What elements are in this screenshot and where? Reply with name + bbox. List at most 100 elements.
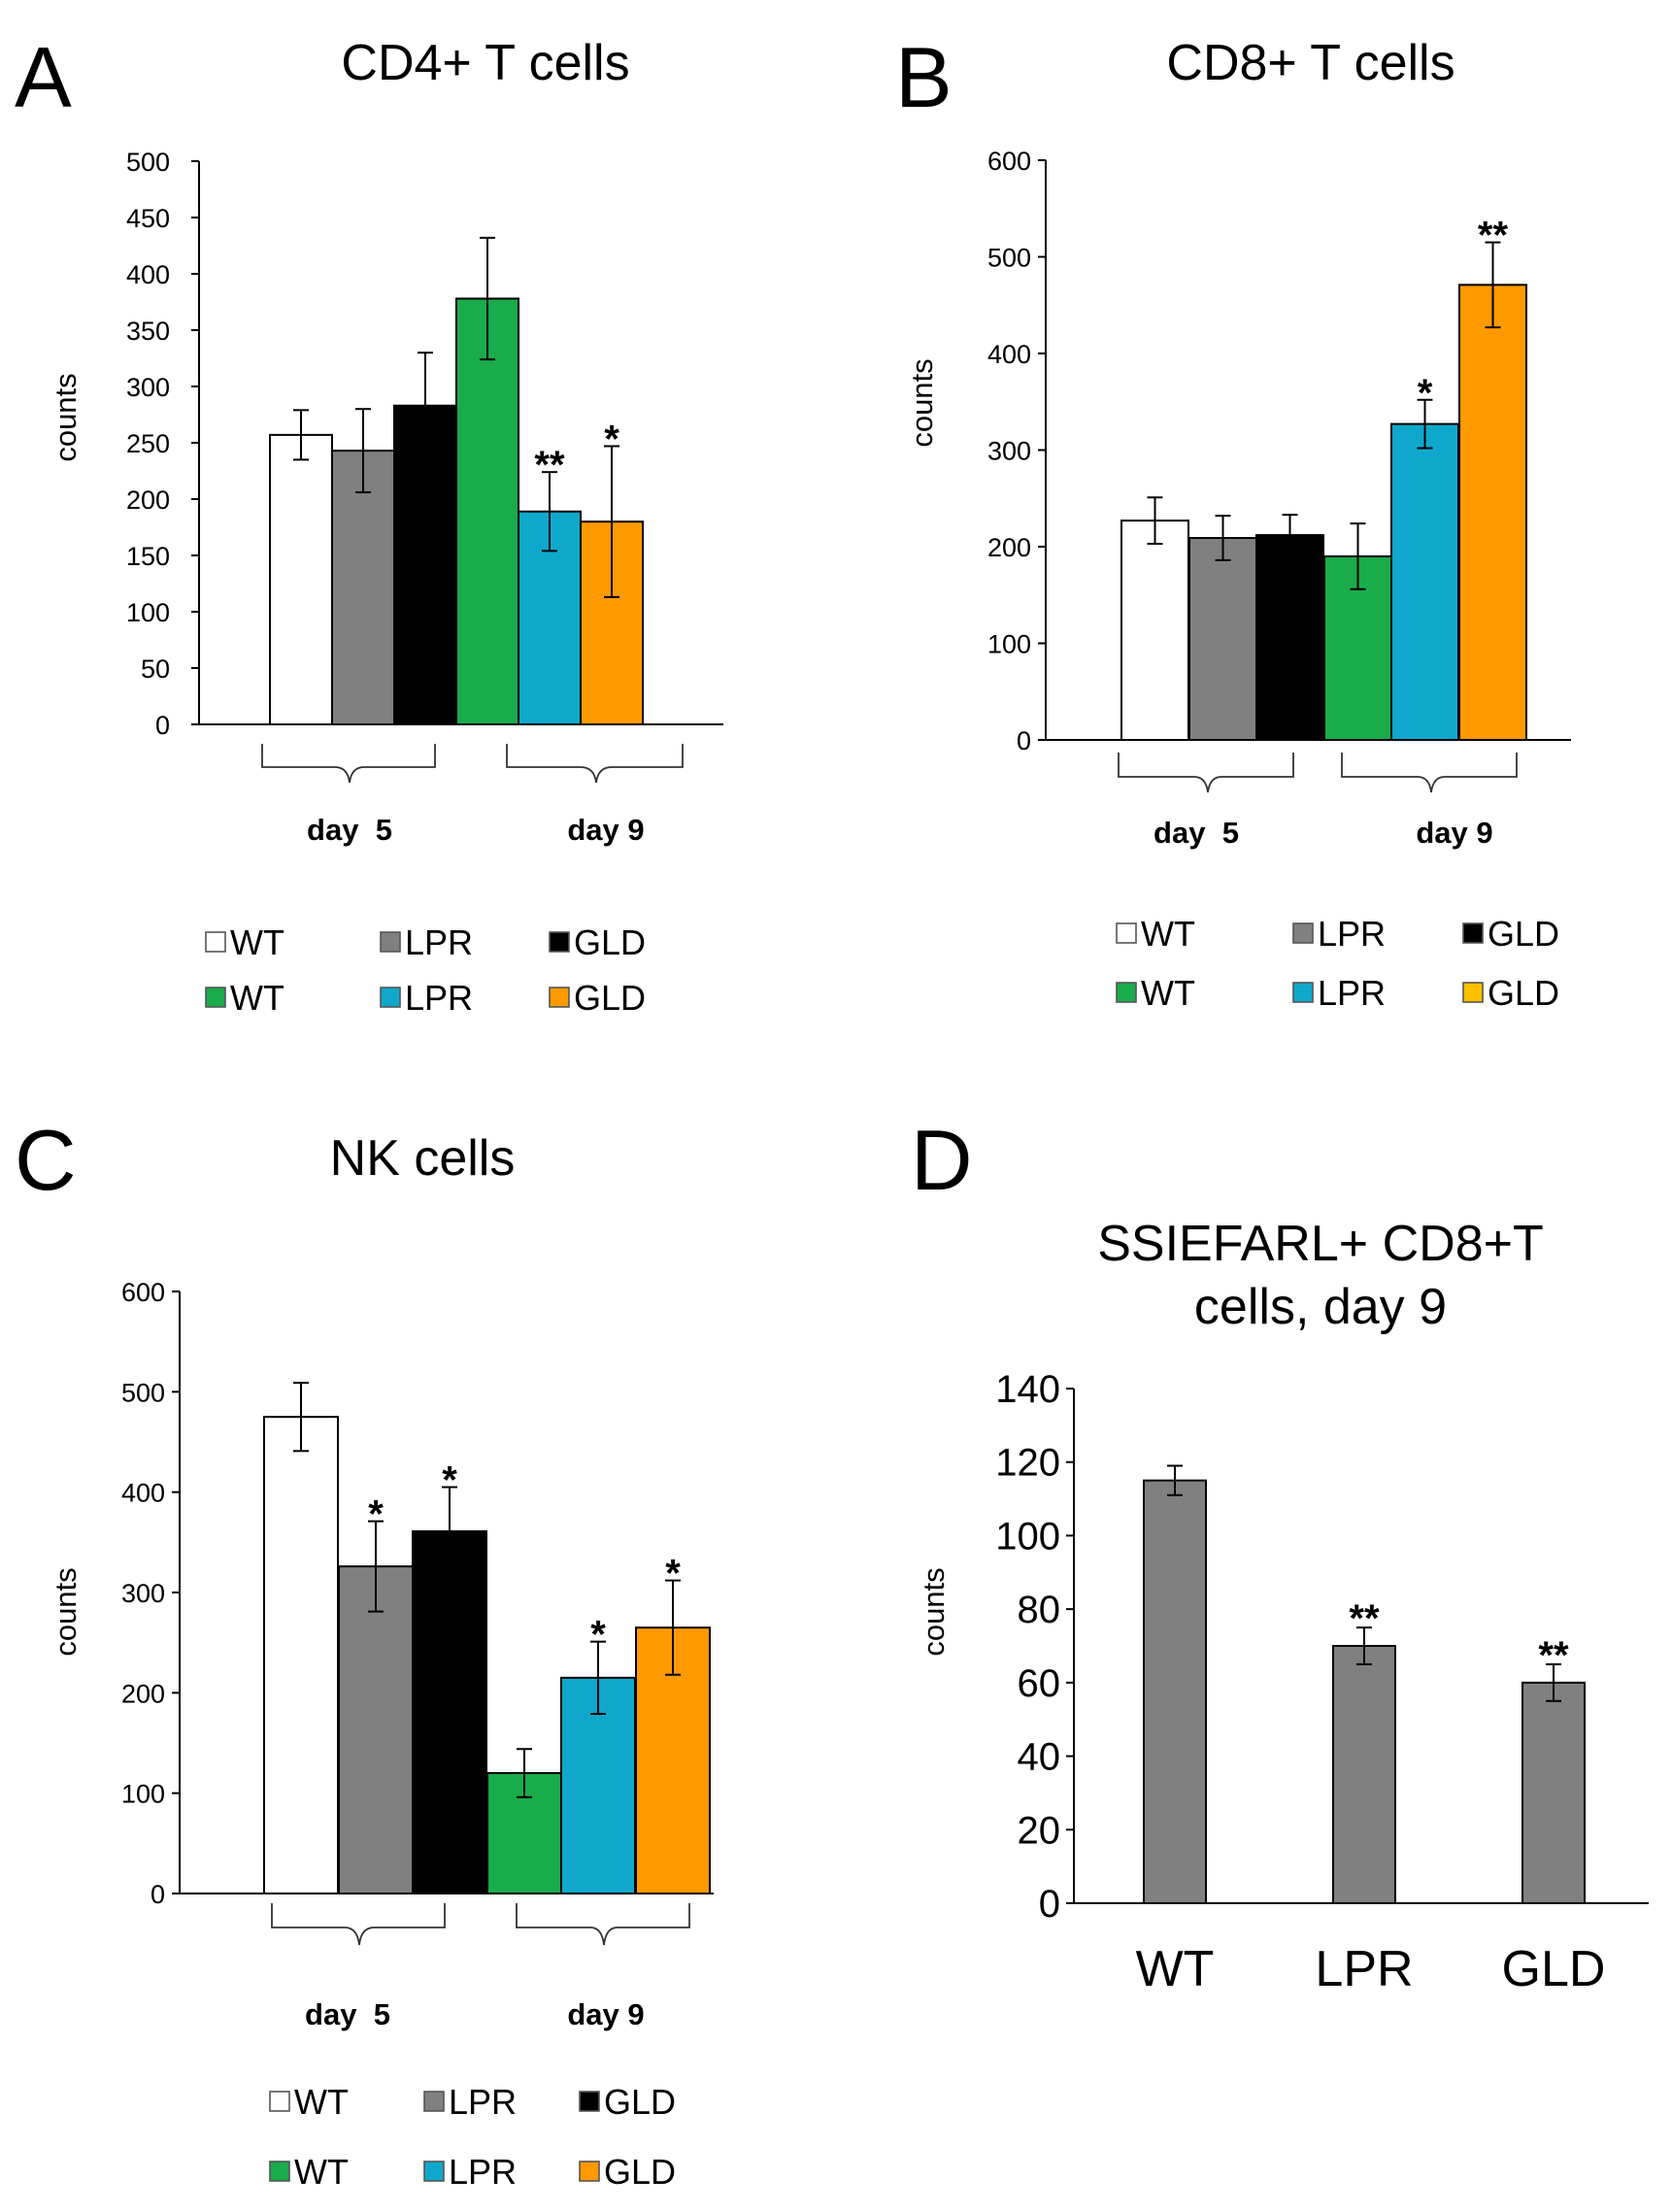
bar [412,1529,487,1894]
legend-swatch [205,987,226,1008]
panel-letter-b: B [895,29,953,125]
legend-swatch [1462,922,1484,944]
panel-a-y-ticks: 0 50 100 150 200 250 300 350 400 450 500 [126,148,199,740]
bar [1332,1645,1396,1904]
legend-swatch [1116,922,1137,944]
legend-label: LPR [405,922,473,962]
y-tick-label: 80 [1018,1589,1061,1631]
y-tick-label: 0 [1017,726,1031,755]
legend-swatch [423,2161,445,2182]
legend-swatch [380,987,401,1008]
y-tick-label: 200 [987,533,1031,562]
bar [1255,534,1324,741]
legend-label: WT [294,2082,349,2122]
panel-d-title-line-1: SSIEFARL+ CD8+T [1097,1216,1544,1272]
bar [338,1565,414,1894]
panel-d-title-line-2: cells, day 9 [1194,1279,1447,1335]
panel-b-y-label: counts [905,358,939,447]
y-tick-label: 500 [121,1378,165,1407]
panel-b-brace-day5 [1118,753,1294,793]
significance-mark: ** [1478,215,1509,257]
panel-b-brace-day9 [1341,753,1518,793]
y-tick-label: 500 [987,244,1031,273]
panel-a: A CD4+ T cells counts 0 50 100 150 200 250 300… [15,29,723,1018]
legend-label: WT [230,922,284,962]
y-tick-label: 140 [995,1368,1060,1411]
panel-b-group-day5: day 5 [1154,816,1239,850]
legend-label: WT [1141,973,1195,1013]
panel-c-legend: WT LPR GLD WT LPR GLD [269,2082,676,2192]
y-tick-label: 100 [987,630,1031,659]
y-tick-label: 200 [121,1679,165,1708]
panel-a-brace-day9 [506,744,684,784]
legend-swatch [423,2091,445,2112]
y-tick-label: 400 [126,260,170,289]
legend-swatch [1462,982,1484,1003]
legend-swatch [380,931,401,953]
panel-c-group-day9: day 9 [567,1997,644,2031]
legend-label: LPR [449,2152,517,2192]
panel-d-category-lpr: LPR [1315,1941,1413,1997]
panel-c-brace-day9 [516,1903,690,1946]
legend-swatch [579,2161,600,2182]
legend-label: GLD [604,2152,676,2192]
panel-a-legend: WT LPR GLD WT LPR GLD [205,922,646,1018]
panel-d: D SSIEFARL+ CD8+T cells, day 9 counts 0 2… [911,1112,1649,1997]
y-tick-label: 100 [121,1780,165,1809]
panel-a-bars: *** [269,236,644,726]
legend-swatch [269,2091,290,2112]
legend-swatch [1116,982,1137,1003]
legend-label: GLD [1488,973,1559,1013]
significance-mark: ** [1538,1634,1569,1677]
panel-c-brace-day5 [271,1903,446,1946]
significance-mark: * [442,1459,457,1502]
bar [1120,519,1189,742]
legend-label: LPR [449,2082,517,2122]
legend-swatch [579,2091,600,2112]
panel-c-title: NK cells [330,1130,516,1187]
panel-b-title: CD8+ T cells [1166,35,1455,91]
y-tick-label: 0 [1039,1883,1060,1926]
bar [1522,1681,1586,1905]
panel-a-brace-day5 [261,744,436,784]
legend-swatch [549,987,570,1008]
y-tick-label: 20 [1018,1809,1061,1852]
bar [1188,537,1257,741]
panel-a-title: CD4+ T cells [341,35,629,91]
y-tick-label: 350 [126,317,170,346]
bar [263,1416,339,1894]
panel-c-y-ticks: 0 100 200 300 400 500 600 [121,1278,180,1909]
y-tick-label: 60 [1018,1662,1061,1705]
panel-b-y-ticks: 0 100 200 300 400 500 600 [987,147,1046,755]
significance-mark: * [604,418,619,460]
y-tick-label: 0 [150,1880,165,1909]
panel-c-group-day5: day 5 [305,1997,390,2031]
panel-a-group-day9: day 9 [567,813,644,847]
panel-c-bars: * * * * [263,1382,711,1895]
legend-label: GLD [574,978,646,1018]
y-tick-label: 150 [126,542,170,571]
legend-label: GLD [1488,914,1559,954]
significance-mark: * [1418,372,1433,415]
legend-swatch [549,931,570,953]
legend-swatch [1292,922,1314,944]
significance-mark: * [368,1493,384,1536]
y-tick-label: 100 [126,598,170,627]
y-tick-label: 400 [987,340,1031,369]
y-tick-label: 200 [126,486,170,515]
significance-mark: ** [534,444,565,486]
y-tick-label: 300 [126,373,170,402]
legend-label: WT [1141,914,1195,954]
significance-mark: * [665,1553,681,1595]
legend-label: WT [294,2152,349,2192]
panel-a-y-label: counts [49,373,83,461]
panel-d-y-label: counts [917,1567,951,1656]
panel-d-category-wt: WT [1136,1941,1215,1997]
legend-swatch [269,2161,290,2182]
y-tick-label: 250 [126,429,170,458]
panel-b: B CD8+ T cells counts 0 100 200 300 400 500 60… [895,29,1571,1013]
legend-label: GLD [604,2082,676,2122]
y-tick-label: 500 [126,148,170,177]
panel-c-y-label: counts [49,1567,83,1656]
